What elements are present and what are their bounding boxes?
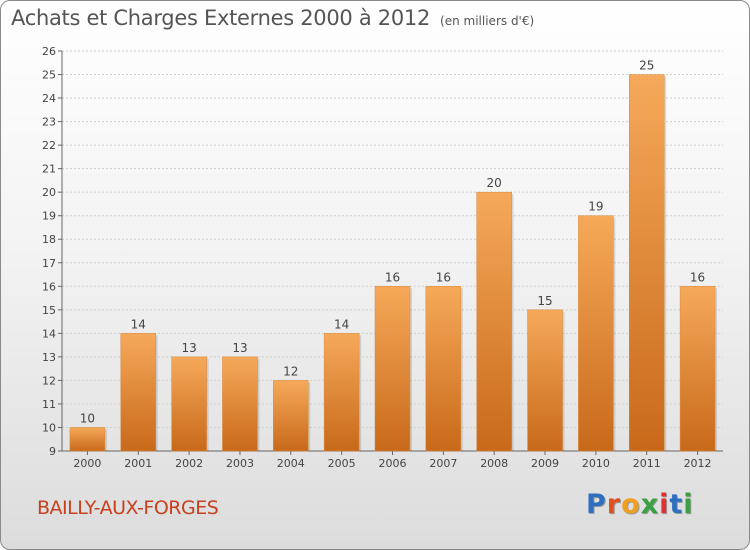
y-tick-label: 22 xyxy=(42,139,56,152)
x-tick-label: 2007 xyxy=(429,457,457,470)
bar-2008 xyxy=(476,191,512,452)
commune-name: BAILLY-AUX-FORGES xyxy=(37,497,219,519)
y-tick-label: 11 xyxy=(42,398,56,411)
y-tick-label: 25 xyxy=(42,69,56,82)
x-tick-label: 2000 xyxy=(73,457,101,470)
bars xyxy=(69,74,718,452)
bar-2000 xyxy=(69,427,106,452)
y-tick-label: 26 xyxy=(42,45,56,58)
y-tick-label: 23 xyxy=(42,116,56,129)
value-label: 16 xyxy=(436,270,451,284)
value-label: 14 xyxy=(334,317,349,331)
x-tick-label: 2005 xyxy=(328,457,356,470)
y-tick-label: 10 xyxy=(42,421,56,434)
x-tick-label: 2003 xyxy=(226,457,254,470)
y-tick-label: 19 xyxy=(42,210,56,223)
y-tick-label: 18 xyxy=(42,233,56,246)
value-label: 16 xyxy=(690,270,705,284)
y-tick-label: 13 xyxy=(42,351,56,364)
x-tick-label: 2009 xyxy=(531,457,559,470)
x-tick-label: 2008 xyxy=(480,457,508,470)
y-tick-label: 21 xyxy=(42,163,56,176)
x-tick-label: 2002 xyxy=(175,457,203,470)
bar-2011 xyxy=(628,74,665,452)
bar-2012 xyxy=(679,286,716,452)
logo-letter: i xyxy=(659,489,670,520)
y-tick-label: 20 xyxy=(42,186,56,199)
x-tick-labels: 2000 2001 2002 2003 2004 2005 2006 2007 2008 2009… xyxy=(73,457,711,470)
y-tick-label: 9 xyxy=(49,445,56,458)
value-label: 16 xyxy=(385,270,400,284)
y-tick-label: 15 xyxy=(42,304,56,317)
logo-letter: i xyxy=(683,489,694,520)
value-label: 19 xyxy=(588,200,603,214)
chart-title-text: Achats et Charges Externes 2000 à 2012 xyxy=(11,6,431,30)
bar-2006 xyxy=(374,286,411,452)
chart-unit: (en milliers d'€) xyxy=(440,14,535,28)
proxiti-logo: Proxiti xyxy=(586,489,694,520)
value-label: 13 xyxy=(181,341,196,355)
y-tick-label: 12 xyxy=(42,374,56,387)
bar-2009 xyxy=(527,309,563,452)
logo-letter: x xyxy=(640,489,660,520)
y-tick-label: 14 xyxy=(42,327,56,340)
value-label: 15 xyxy=(537,294,552,308)
bar-2005 xyxy=(323,333,360,452)
x-tick-label: 2010 xyxy=(582,457,610,470)
y-tick-label: 24 xyxy=(42,92,56,105)
x-tick-label: 2011 xyxy=(633,457,661,470)
x-tick-label: 2006 xyxy=(379,457,407,470)
value-label: 25 xyxy=(639,59,654,73)
logo-letter: P xyxy=(586,489,607,520)
bar-2007 xyxy=(425,286,462,452)
x-tick-label: 2001 xyxy=(124,457,152,470)
bar-2001 xyxy=(120,333,157,452)
bar-2010 xyxy=(578,215,614,452)
y-tick-label: 17 xyxy=(42,257,56,270)
chart-title: Achats et Charges Externes 2000 à 2012 (e… xyxy=(11,6,534,30)
logo-letter: t xyxy=(669,489,684,520)
logo-letter: r xyxy=(606,489,622,520)
value-label: 20 xyxy=(487,176,502,190)
x-tick-label: 2004 xyxy=(277,457,305,470)
value-label: 13 xyxy=(232,341,247,355)
logo-letter: o xyxy=(621,489,641,520)
x-tick-label: 2012 xyxy=(684,457,712,470)
y-tick-label: 16 xyxy=(42,280,56,293)
value-labels: 10 14 13 13 12 14 16 16 20 15 19 25 16 xyxy=(80,59,705,426)
value-label: 12 xyxy=(283,364,298,378)
bar-2004 xyxy=(273,380,309,452)
y-tick-labels: 9 10 11 12 13 14 15 16 17 18 19 20 21 22 23 24 25 26 xyxy=(42,45,56,458)
value-label: 10 xyxy=(80,411,95,425)
bar-2002 xyxy=(171,356,207,452)
value-label: 14 xyxy=(131,317,146,331)
bar-2003 xyxy=(222,356,258,452)
